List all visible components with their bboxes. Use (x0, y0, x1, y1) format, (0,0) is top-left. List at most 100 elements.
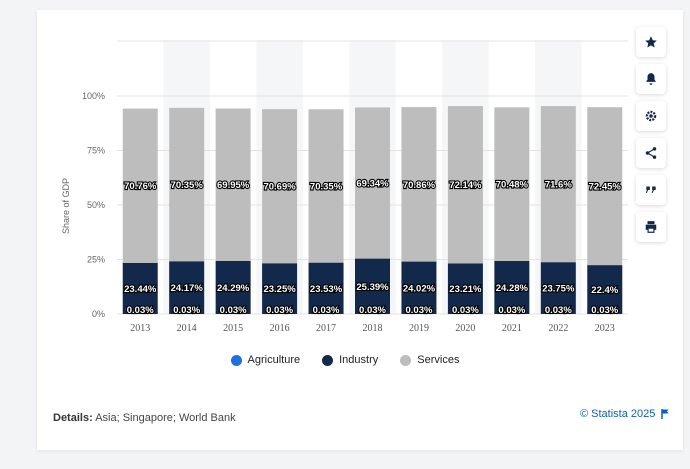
data-label-industry: 23.21% (449, 284, 482, 295)
notification-button[interactable] (636, 64, 666, 94)
data-label-industry: 22.4% (591, 285, 618, 296)
data-label-industry: 25.39% (356, 282, 389, 293)
bar-services (401, 107, 437, 262)
bell-icon (646, 73, 656, 85)
y-tick-label: 25% (87, 255, 105, 265)
bar-services (262, 109, 298, 264)
data-label-services: 70.35% (310, 181, 343, 192)
data-label-agriculture: 0.03% (405, 305, 432, 316)
data-label-agriculture: 0.03% (591, 305, 618, 316)
print-icon (645, 221, 657, 233)
data-label-services: 72.14% (449, 180, 482, 191)
x-tick-label: 2014 (177, 323, 197, 334)
credit-text: © Statista 2025 (580, 408, 656, 420)
bar-industry (308, 262, 344, 314)
bar-industry (494, 261, 530, 314)
x-tick-label: 2017 (316, 323, 336, 334)
data-label-services: 70.76% (124, 181, 157, 192)
x-tick-label: 2013 (130, 323, 150, 334)
flag-icon (661, 409, 669, 419)
legend-dot-industry (322, 354, 334, 366)
bar-industry (447, 263, 483, 314)
y-axis-label: Share of GDP (61, 177, 71, 235)
data-label-industry: 23.53% (310, 284, 343, 295)
bar-services (587, 107, 623, 266)
bar-services (169, 107, 205, 262)
data-label-services: 72.45% (589, 182, 622, 193)
data-label-industry: 23.75% (542, 284, 575, 295)
data-label-services: 70.48% (496, 180, 529, 191)
bar-services (122, 108, 158, 263)
bar-industry (262, 263, 298, 314)
details-sources: Asia; Singapore; World Bank (92, 412, 236, 424)
data-label-industry: 24.28% (496, 283, 529, 294)
settings-button[interactable] (636, 101, 666, 131)
data-label-agriculture: 0.03% (359, 305, 386, 316)
cite-button[interactable] (636, 175, 666, 205)
data-label-agriculture: 0.03% (173, 305, 200, 316)
legend-item-industry[interactable]: Industry (322, 354, 378, 366)
x-tick-label: 2016 (270, 323, 290, 334)
print-button[interactable] (636, 212, 666, 242)
x-tick-label: 2015 (223, 323, 243, 334)
x-tick-label: 2021 (502, 323, 522, 334)
data-label-agriculture: 0.03% (220, 305, 247, 316)
data-label-agriculture: 0.03% (313, 305, 340, 316)
data-label-industry: 24.02% (403, 283, 436, 294)
data-label-industry: 23.25% (263, 284, 296, 295)
bar-industry (401, 261, 437, 314)
bar-services (494, 107, 530, 262)
data-label-services: 70.86% (403, 180, 436, 191)
bar-industry (355, 258, 390, 314)
legend-item-services[interactable]: Services (400, 354, 459, 366)
bar-industry (587, 265, 623, 314)
data-label-services: 69.95% (217, 180, 250, 191)
x-tick-label: 2018 (363, 323, 383, 334)
star-button[interactable] (636, 27, 666, 57)
star-icon (645, 36, 657, 48)
bar-services (355, 107, 390, 259)
legend-label-agriculture: Agriculture (247, 354, 301, 366)
bar-services (215, 108, 251, 261)
chart-legend: Agriculture Industry Services (0, 354, 690, 366)
bar-industry (215, 260, 251, 314)
legend-dot-services (400, 354, 412, 366)
y-tick-label: 50% (87, 200, 105, 210)
share-button[interactable] (636, 138, 666, 168)
bar-industry (540, 262, 576, 314)
data-label-industry: 23.44% (124, 284, 157, 295)
bar-services (447, 106, 483, 264)
quote-icon (645, 186, 656, 193)
bar-industry (122, 262, 158, 314)
x-tick-label: 2022 (548, 323, 568, 334)
legend-label-industry: Industry (339, 354, 379, 366)
x-tick-label: 2020 (455, 323, 475, 334)
x-tick-label: 2023 (595, 323, 615, 334)
data-label-agriculture: 0.03% (545, 305, 572, 316)
data-label-services: 71.6% (545, 180, 572, 191)
data-label-agriculture: 0.03% (127, 305, 154, 316)
y-tick-label: 0% (92, 309, 105, 319)
data-label-industry: 24.17% (171, 283, 204, 294)
data-label-agriculture: 0.03% (498, 305, 525, 316)
bar-services (308, 109, 344, 263)
bar-services (540, 106, 576, 263)
data-label-services: 70.69% (263, 182, 296, 193)
legend-label-services: Services (417, 354, 460, 366)
bar-industry (169, 261, 205, 314)
y-tick-label: 75% (87, 146, 105, 156)
data-label-agriculture: 0.03% (452, 305, 479, 316)
share-icon (645, 147, 657, 159)
details-text: Details: Asia; Singapore; World Bank (53, 412, 236, 424)
data-label-agriculture: 0.03% (266, 305, 293, 316)
details-label: Details: (53, 412, 93, 424)
y-tick-label: 100% (82, 91, 105, 101)
statista-credit-link[interactable]: © Statista 2025 (580, 408, 670, 420)
legend-dot-agriculture (230, 354, 242, 366)
x-tick-label: 2019 (409, 323, 429, 334)
data-label-services: 69.34% (356, 179, 389, 190)
legend-item-agriculture[interactable]: Agriculture (230, 354, 301, 366)
data-label-industry: 24.29% (217, 283, 250, 294)
data-label-services: 70.35% (171, 180, 204, 191)
